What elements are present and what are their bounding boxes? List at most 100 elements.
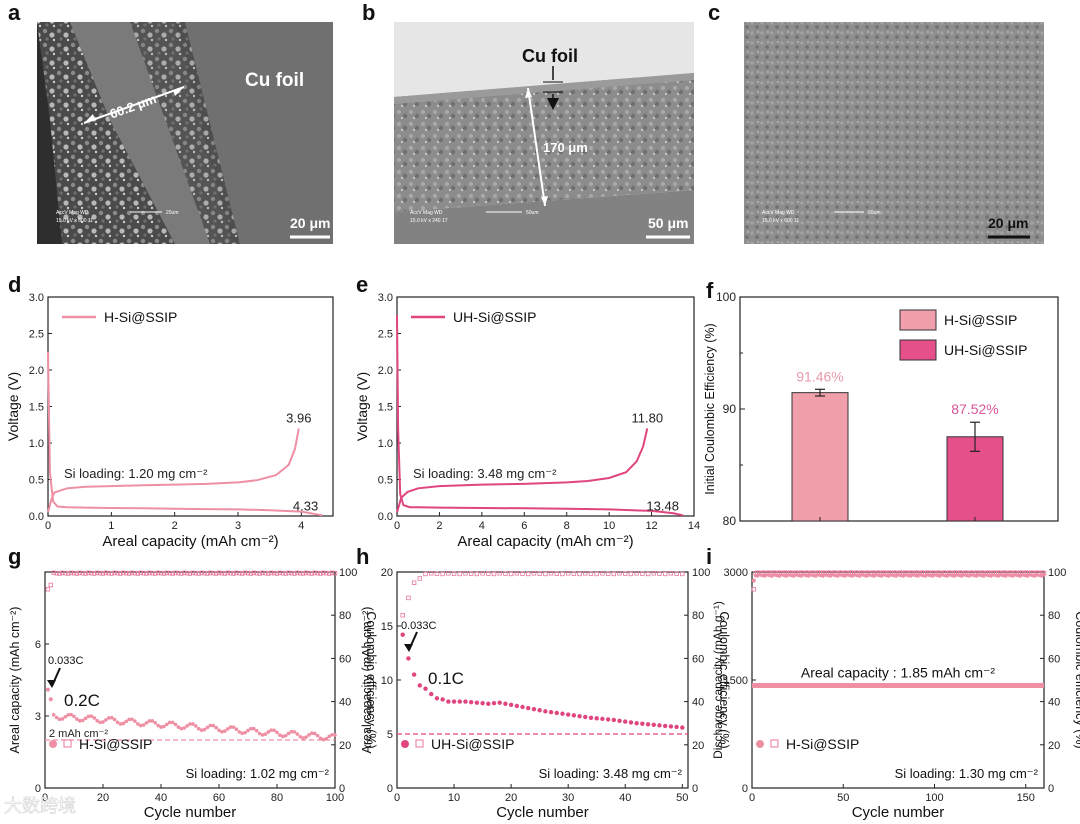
x-tick-label: 0 xyxy=(45,520,51,532)
ce-point xyxy=(199,570,204,576)
capacity-point xyxy=(89,714,94,718)
x-tick-label: 20 xyxy=(505,792,517,804)
rate-label-initial: 0.033C xyxy=(401,620,437,632)
sem-image-b xyxy=(394,22,694,244)
x-axis-label: Cycle number xyxy=(144,804,237,821)
ce-point xyxy=(571,571,577,576)
ce-point xyxy=(74,571,80,576)
si-loading-annotation: Si loading: 1.02 mg cm⁻² xyxy=(186,766,330,781)
y-axis-label: Voltage (V) xyxy=(5,372,21,441)
ce-point xyxy=(260,570,265,576)
capacity-point xyxy=(254,729,259,733)
capacity-point xyxy=(429,691,434,697)
y-tick-label: 0.5 xyxy=(378,475,393,487)
capacity-point xyxy=(275,730,279,735)
y2-tick-label: 20 xyxy=(692,740,704,752)
x-tick-label: 12 xyxy=(645,520,657,532)
capacity-point xyxy=(156,723,160,728)
y2-tick-label: 100 xyxy=(692,567,710,579)
capacity-point xyxy=(514,703,520,709)
y-tick-label: 0.5 xyxy=(29,475,44,487)
ce-point xyxy=(115,570,120,576)
capacity-point xyxy=(312,731,317,736)
capacity-point xyxy=(205,725,210,730)
ce-point xyxy=(417,576,423,581)
y2-tick-label: 80 xyxy=(1048,610,1060,622)
capacity-point xyxy=(565,712,571,717)
capacity-point xyxy=(237,730,242,734)
x-tick-label: 8 xyxy=(564,520,570,532)
capacity-point xyxy=(286,731,291,736)
ce-point xyxy=(150,570,155,576)
y-tick-label: 3.0 xyxy=(29,292,44,304)
x-tick-label: 20 xyxy=(97,792,109,804)
y2-tick-label: 60 xyxy=(692,653,704,665)
legend-square xyxy=(415,739,424,748)
capacity-point xyxy=(298,734,303,739)
capacity-point xyxy=(194,724,198,728)
rate-arrow-head xyxy=(47,680,56,688)
ce-point xyxy=(63,570,68,576)
capacity-point xyxy=(199,728,204,733)
ce-point xyxy=(474,571,480,577)
y2-tick-label: 100 xyxy=(339,567,357,579)
capacity-point xyxy=(526,705,531,711)
x-tick-label: 50 xyxy=(837,792,849,804)
capacity-point xyxy=(185,724,189,728)
ce-point xyxy=(222,571,227,576)
x-tick-label: 2 xyxy=(436,520,442,532)
capacity-point xyxy=(281,734,285,739)
ce-point xyxy=(257,571,262,576)
y2-tick-label: 40 xyxy=(692,697,704,709)
sem-meta-c-1: AccV Mag WD xyxy=(762,210,795,216)
ce-point xyxy=(286,570,291,576)
ce-point xyxy=(280,570,285,576)
capacity-point xyxy=(170,720,175,725)
ce-point xyxy=(263,570,268,576)
series-line-discharge xyxy=(396,315,684,517)
ce-point xyxy=(548,571,554,576)
ce-point xyxy=(600,571,605,576)
x-tick-label: 6 xyxy=(521,520,527,532)
capacity-point xyxy=(657,723,662,728)
si-loading-annotation: Si loading: 3.48 mg cm⁻² xyxy=(539,766,683,781)
ce-point xyxy=(295,570,300,576)
ce-point xyxy=(326,571,332,576)
cu-foil-label-b: Cu foil xyxy=(522,46,578,66)
capacity-point xyxy=(165,722,169,727)
capacity-point xyxy=(130,717,134,722)
ce-point xyxy=(155,570,161,576)
x-tick-label: 3 xyxy=(235,520,241,532)
ce-point xyxy=(277,570,283,576)
capacity-point xyxy=(98,720,102,725)
capacity-point xyxy=(406,656,411,661)
y-tick-label: 20 xyxy=(381,567,393,579)
capacity-point xyxy=(92,716,97,720)
ce-point xyxy=(480,571,485,576)
scale-label-c: 20 μm xyxy=(988,215,1028,231)
y-tick-label: 0 xyxy=(742,783,748,795)
panel-letter-e: e xyxy=(356,272,368,297)
ce-point xyxy=(560,571,565,577)
sem-meta-a-2: 15.0 kV x 600 11 xyxy=(56,218,93,224)
ce-point xyxy=(468,571,474,576)
ce-point xyxy=(121,570,126,576)
y-tick-label: 15 xyxy=(381,621,393,633)
legend-dot xyxy=(401,740,409,748)
ce-point xyxy=(205,571,210,576)
ce-point xyxy=(446,571,451,576)
capacity-point xyxy=(234,727,239,732)
y2-tick-label: 100 xyxy=(1048,567,1066,579)
capacity-point xyxy=(260,733,265,737)
capacity-point xyxy=(211,723,215,728)
legend-swatch xyxy=(899,309,937,331)
ce-point xyxy=(497,571,502,576)
y2-tick-label: 60 xyxy=(339,653,351,665)
capacity-point xyxy=(434,696,440,701)
y-tick-label: 1.0 xyxy=(29,438,44,450)
ce-point xyxy=(158,570,164,576)
capacity-point xyxy=(231,725,236,729)
capacity-point xyxy=(520,704,525,710)
x-tick-label: 1 xyxy=(108,520,114,532)
